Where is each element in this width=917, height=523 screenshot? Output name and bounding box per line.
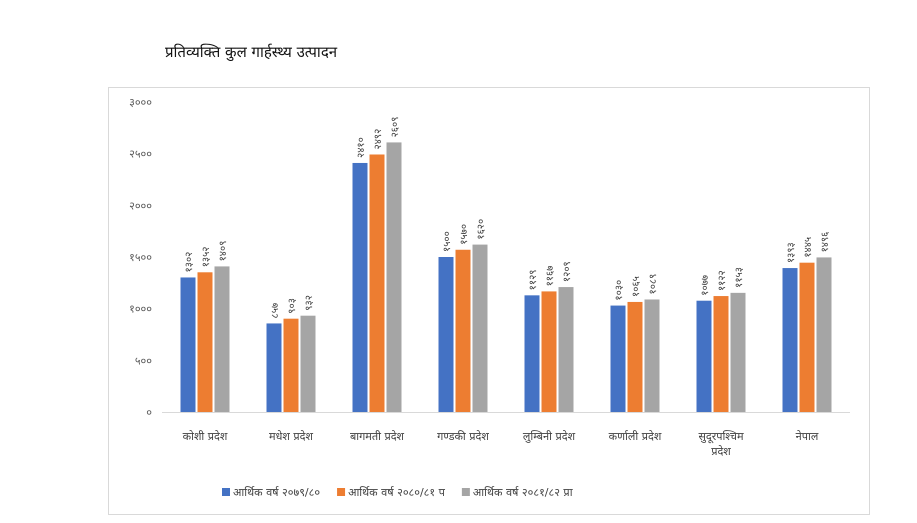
data-label: १४४५ bbox=[803, 237, 814, 258]
data-label: १४९६ bbox=[820, 232, 831, 253]
legend-label: आर्थिक वर्ष २०७९/८० bbox=[233, 486, 320, 499]
x-category-label: कर्णाली प्रदेश bbox=[609, 430, 662, 443]
x-category-label: बागमती प्रदेश bbox=[350, 430, 405, 443]
bar bbox=[610, 305, 626, 412]
x-category-label: प्रदेश bbox=[711, 445, 731, 458]
legend-label: आर्थिक वर्ष २०८०/८१ प bbox=[348, 486, 446, 499]
x-category-label: सुदूरपश्चिम bbox=[698, 430, 744, 444]
data-label: ११६७ bbox=[545, 266, 556, 287]
bar bbox=[438, 257, 454, 412]
bar bbox=[782, 268, 798, 412]
data-label: १०३० bbox=[614, 280, 625, 301]
data-label: १०६५ bbox=[631, 276, 642, 297]
bar bbox=[386, 142, 402, 413]
bar bbox=[541, 291, 557, 412]
bar bbox=[369, 154, 385, 412]
data-label: ८५७ bbox=[270, 303, 281, 319]
data-label: १५७० bbox=[459, 224, 470, 245]
y-tick-label: १००० bbox=[129, 303, 152, 316]
bar bbox=[197, 272, 213, 412]
chart-title: प्रतिव्यक्ति कुल गार्हस्थ्य उत्पादन bbox=[165, 43, 338, 61]
legend-swatch bbox=[222, 488, 230, 496]
bar bbox=[472, 244, 488, 412]
y-tick-label: १५०० bbox=[129, 251, 152, 264]
bar bbox=[644, 299, 660, 412]
bar bbox=[730, 292, 746, 412]
bar bbox=[455, 249, 471, 412]
data-label: १३९३ bbox=[786, 242, 797, 263]
y-tick-label: २५०० bbox=[129, 148, 152, 161]
bar bbox=[300, 315, 316, 412]
y-tick-label: २००० bbox=[129, 199, 152, 212]
bar bbox=[283, 318, 299, 412]
chart-frame bbox=[108, 87, 870, 515]
data-label: १३५२ bbox=[201, 246, 212, 267]
legend-label: आर्थिक वर्ष २०८१/८२ प्रा bbox=[473, 486, 573, 499]
x-category-label: कोशी प्रदेश bbox=[183, 430, 228, 443]
x-category-label: मधेश प्रदेश bbox=[269, 430, 313, 443]
bar bbox=[524, 295, 540, 412]
data-label: १०८९ bbox=[648, 274, 659, 295]
bar bbox=[266, 323, 282, 412]
data-label: ११२९ bbox=[528, 270, 539, 291]
data-label: १३०२ bbox=[184, 252, 195, 273]
data-label: ९०३ bbox=[287, 298, 298, 314]
y-tick-label: ३००० bbox=[129, 96, 152, 109]
bar bbox=[627, 301, 643, 412]
data-label: १४०९ bbox=[218, 241, 229, 262]
bar bbox=[180, 277, 196, 412]
bar bbox=[816, 257, 832, 412]
data-label: २६०९ bbox=[390, 117, 401, 138]
bar bbox=[214, 266, 230, 412]
bar bbox=[558, 287, 574, 412]
data-label: १२०९ bbox=[562, 261, 573, 282]
data-label: १०७७ bbox=[700, 275, 711, 296]
data-label: २४९२ bbox=[373, 129, 384, 150]
y-tick-label: ० bbox=[146, 406, 152, 419]
legend-swatch bbox=[337, 488, 346, 496]
bar bbox=[799, 262, 815, 412]
x-category-label: नेपाल bbox=[796, 430, 819, 443]
data-label: १६२० bbox=[476, 219, 487, 240]
x-category-label: लुम्बिनी प्रदेश bbox=[523, 430, 576, 443]
data-label: ११५३ bbox=[734, 267, 745, 288]
bar bbox=[713, 296, 729, 412]
legend-swatch bbox=[461, 488, 470, 496]
data-label: ११२२ bbox=[717, 270, 728, 291]
x-category-label: गण्डकी प्रदेश bbox=[437, 430, 489, 443]
bar bbox=[352, 162, 368, 412]
data-label: ९३२ bbox=[304, 295, 315, 311]
bar bbox=[696, 300, 712, 412]
data-label: १५०० bbox=[442, 231, 453, 252]
data-label: २४१० bbox=[356, 137, 367, 158]
y-tick-label: ५०० bbox=[135, 354, 152, 367]
